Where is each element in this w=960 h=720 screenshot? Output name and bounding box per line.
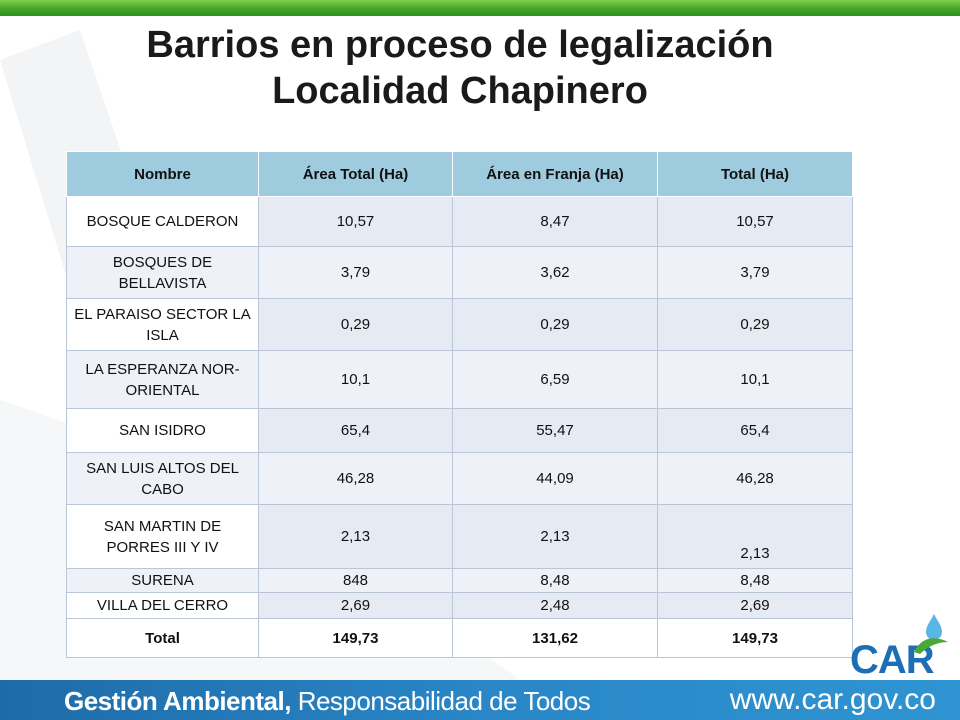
table-row: BOSQUE CALDERON 10,57 8,47 10,57	[66, 196, 853, 247]
cell-name: VILLA DEL CERRO	[66, 592, 259, 619]
cell-total: 8,48	[657, 568, 853, 593]
cell-name: LA ESPERANZA NOR-ORIENTAL	[66, 350, 259, 409]
water-drop-leaf-icon	[914, 614, 948, 654]
cell-name: SAN ISIDRO	[66, 408, 259, 453]
top-green-bar	[0, 0, 960, 16]
cell-total: 0,29	[657, 298, 853, 351]
total-area-franja: 131,62	[452, 618, 658, 658]
cell-name: EL PARAISO SECTOR LA ISLA	[66, 298, 259, 351]
cell-name: SAN LUIS ALTOS DEL CABO	[66, 452, 259, 505]
cell-area-franja: 2,13	[452, 504, 658, 569]
table-row: SAN MARTIN DE PORRES III Y IV 2,13 2,13 …	[66, 504, 853, 569]
cell-area-total: 2,13	[258, 504, 453, 569]
header-area-franja: Área en Franja (Ha)	[452, 151, 658, 197]
footer-slogan: Gestión Ambiental, Responsabilidad de To…	[64, 686, 591, 717]
cell-area-total: 2,69	[258, 592, 453, 619]
cell-total: 10,1	[657, 350, 853, 409]
table-row: BOSQUES DE BELLAVISTA 3,79 3,62 3,79	[66, 246, 853, 299]
cell-area-franja: 6,59	[452, 350, 658, 409]
cell-area-total: 10,57	[258, 196, 453, 247]
table-row: SAN ISIDRO 65,4 55,47 65,4	[66, 408, 853, 453]
cell-area-franja: 8,47	[452, 196, 658, 247]
table-row: SAN LUIS ALTOS DEL CABO 46,28 44,09 46,2…	[66, 452, 853, 505]
cell-name: SURENA	[66, 568, 259, 593]
cell-total: 65,4	[657, 408, 853, 453]
car-logo: CAR	[850, 612, 960, 682]
cell-area-total: 848	[258, 568, 453, 593]
table-row: VILLA DEL CERRO 2,69 2,48 2,69	[66, 592, 853, 619]
cell-total: 2,69	[657, 592, 853, 619]
cell-area-franja: 8,48	[452, 568, 658, 593]
cell-area-franja: 0,29	[452, 298, 658, 351]
cell-total: 46,28	[657, 452, 853, 505]
cell-name: BOSQUE CALDERON	[66, 196, 259, 247]
page-title: Barrios en proceso de legalización Local…	[0, 22, 960, 114]
cell-area-franja: 2,48	[452, 592, 658, 619]
cell-total: 10,57	[657, 196, 853, 247]
table-row: SURENA 848 8,48 8,48	[66, 568, 853, 593]
cell-area-total: 0,29	[258, 298, 453, 351]
table-header-row: Nombre Área Total (Ha) Área en Franja (H…	[66, 151, 853, 197]
title-line-2: Localidad Chapinero	[272, 70, 648, 112]
footer-slogan-rest: Responsabilidad de Todos	[290, 686, 591, 716]
cell-area-total: 65,4	[258, 408, 453, 453]
table-total-row: Total 149,73 131,62 149,73	[66, 618, 853, 658]
cell-area-total: 10,1	[258, 350, 453, 409]
total-area-total: 149,73	[258, 618, 453, 658]
table-row: EL PARAISO SECTOR LA ISLA 0,29 0,29 0,29	[66, 298, 853, 351]
cell-area-franja: 44,09	[452, 452, 658, 505]
footer-url[interactable]: www.car.gov.co	[729, 683, 936, 716]
total-total: 149,73	[657, 618, 853, 658]
header-nombre: Nombre	[66, 151, 259, 197]
header-area-total: Área Total (Ha)	[258, 151, 453, 197]
neighborhood-table: Nombre Área Total (Ha) Área en Franja (H…	[66, 151, 853, 658]
total-label: Total	[66, 618, 259, 658]
cell-total: 2,13	[657, 504, 853, 569]
cell-name: SAN MARTIN DE PORRES III Y IV	[66, 504, 259, 569]
cell-name: BOSQUES DE BELLAVISTA	[66, 246, 259, 299]
footer-slogan-bold: Gestión Ambiental,	[64, 686, 291, 716]
header-total: Total (Ha)	[657, 151, 853, 197]
cell-area-total: 3,79	[258, 246, 453, 299]
footer-bar: Gestión Ambiental, Responsabilidad de To…	[0, 680, 960, 720]
cell-area-franja: 55,47	[452, 408, 658, 453]
cell-area-total: 46,28	[258, 452, 453, 505]
cell-total: 3,79	[657, 246, 853, 299]
title-line-1: Barrios en proceso de legalización	[146, 24, 774, 66]
table-row: LA ESPERANZA NOR-ORIENTAL 10,1 6,59 10,1	[66, 350, 853, 409]
cell-area-franja: 3,62	[452, 246, 658, 299]
